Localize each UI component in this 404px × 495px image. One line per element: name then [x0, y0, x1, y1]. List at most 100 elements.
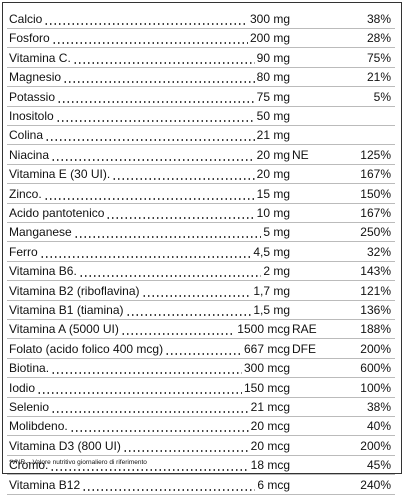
daily-value: 38%: [366, 12, 391, 26]
amount: 75 mg: [256, 89, 290, 104]
daily-value: 136%: [360, 303, 391, 317]
dot-leader: [55, 107, 255, 125]
table-row: Molibdeno. 20 mcg 40%: [7, 417, 395, 437]
name-amount: Manganese 5 mg: [9, 223, 290, 242]
amount: 10 mg: [256, 206, 290, 220]
amount: 4,5 mg: [253, 244, 290, 259]
nutrient-name: Iodio: [9, 380, 36, 395]
name-amount: Inositolo 50 mg: [9, 107, 290, 125]
name-amount: Biotina. 300 mcg: [9, 359, 290, 378]
nutrient-name: Cromo.: [9, 458, 49, 473]
daily-value: 200%: [360, 341, 391, 356]
dot-leader: [125, 301, 252, 319]
dot-leader: [51, 398, 249, 416]
name-amount: Vitamina B2 (riboflavina) 1,7 mg: [9, 281, 290, 300]
dot-leader: [122, 436, 249, 455]
dot-leader: [69, 417, 249, 436]
name-amount: Vitamina C. 90 mg: [9, 48, 290, 67]
dot-leader: [51, 145, 255, 164]
amount: 15 mg: [256, 186, 290, 201]
dot-leader: [50, 456, 249, 475]
name-amount: Potassio 75 mg: [9, 87, 290, 106]
daily-value: 200%: [360, 438, 391, 453]
amount: 20 mcg: [250, 419, 290, 434]
name-amount: Vitamina A (5000 UI) 1500 mcg: [9, 320, 290, 339]
nutrient-name: Inositolo: [9, 109, 54, 123]
daily-value: 150%: [360, 186, 391, 201]
amount: 200 mg: [249, 31, 290, 46]
name-amount: Acido pantotenico 10 mg: [9, 204, 290, 222]
nutrient-name: Vitamina B12: [9, 477, 81, 492]
daily-value: 75%: [366, 50, 391, 65]
daily-value: 600%: [360, 361, 391, 376]
table-row: Cromo. 18 mcg 45%: [7, 456, 395, 476]
nutrient-name: Potassio: [9, 89, 56, 104]
nutrient-name: Magnesio: [9, 70, 62, 85]
nutrient-name: Vitamina C.: [9, 50, 71, 65]
dot-leader: [51, 359, 242, 378]
daily-value: 188%: [360, 322, 391, 337]
name-amount: Calcio 300 mg: [9, 10, 290, 28]
daily-value: 167%: [360, 167, 391, 182]
daily-value: 5%: [373, 89, 391, 104]
amount: 1,5 mg: [253, 303, 290, 317]
dot-leader: [72, 48, 255, 67]
amount: 300 mg: [249, 12, 290, 26]
amount: 667 mcg: [243, 341, 290, 356]
daily-value: 240%: [360, 477, 391, 492]
nutrient-name: Niacina: [9, 147, 50, 162]
daily-value: 125%: [360, 147, 391, 162]
name-amount: Vitamina B12 6 mcg: [9, 475, 290, 494]
table-row: Vitamina B1 (tiamina) 1,5 mg 136%: [7, 301, 395, 320]
dot-leader: [165, 339, 242, 358]
name-amount: Vitamina B1 (tiamina) 1,5 mg: [9, 301, 290, 319]
nutrient-name: Vitamina B1 (tiamina): [9, 303, 124, 317]
amount: 50 mg: [256, 109, 290, 123]
nutrient-name: Vitamina B2 (riboflavina): [9, 283, 140, 298]
amount: 20 mcg: [250, 438, 290, 453]
dot-leader: [112, 165, 255, 184]
table-row: Potassio 75 mg 5%: [7, 87, 395, 107]
amount: 150 mcg: [243, 380, 290, 395]
dot-leader: [57, 87, 255, 106]
daily-value: 143%: [360, 264, 391, 279]
table-row: Vitamina C. 90 mg 75%: [7, 48, 395, 68]
amount: 90 mg: [256, 50, 290, 65]
name-amount: Magnesio 80 mg: [9, 68, 290, 87]
nutrient-name: Vitamina B6.: [9, 264, 77, 279]
table-row: Acido pantotenico 10 mg 167%: [7, 204, 395, 223]
nutrient-name: Ferro: [9, 244, 38, 259]
table-row: Fosforo 200 mg 28%: [7, 29, 395, 49]
daily-value: 100%: [360, 380, 391, 395]
table-row: Zinco. 15 mg 150%: [7, 184, 395, 204]
dot-leader: [51, 29, 248, 48]
dot-leader: [106, 204, 255, 222]
table-row: Vitamina B6. 2 mg 143%: [7, 262, 395, 282]
table-row: Biotina. 300 mcg 600%: [7, 359, 395, 379]
table-row: Vitamina D3 (800 UI) 20 mcg 200%: [7, 436, 395, 456]
table-row: Magnesio 80 mg 21%: [7, 68, 395, 88]
name-amount: Fosforo 200 mg: [9, 29, 290, 48]
table-row: Niacina 20 mg NE 125%: [7, 145, 395, 165]
dot-leader: [63, 68, 255, 87]
amount: 6 mcg: [257, 477, 290, 492]
table-row: Inositolo 50 mg: [7, 107, 395, 126]
amount: 21 mcg: [250, 400, 290, 414]
daily-value: 45%: [366, 458, 391, 473]
nutrient-name: Calcio: [9, 12, 43, 26]
table-row: Colina 21 mg: [7, 126, 395, 146]
table-row: Vitamina B12 6 mcg 240%: [7, 475, 395, 495]
daily-value: 121%: [360, 283, 391, 298]
dot-leader: [141, 281, 252, 300]
amount-suffix: RAE: [292, 322, 317, 337]
daily-value: 32%: [366, 244, 391, 259]
amount: 1,7 mg: [253, 283, 290, 298]
table-row: Folato (acido folico 400 mcg) 667 mcg DFE 2…: [7, 339, 395, 359]
nutrient-name: Molibdeno.: [9, 419, 68, 434]
dot-leader: [120, 320, 236, 339]
daily-value: 28%: [366, 31, 391, 46]
footnote: *VNR – Valore nutritivo giornaliero di r…: [9, 459, 147, 466]
daily-value: 21%: [366, 70, 391, 85]
amount: 80 mg: [256, 70, 290, 85]
